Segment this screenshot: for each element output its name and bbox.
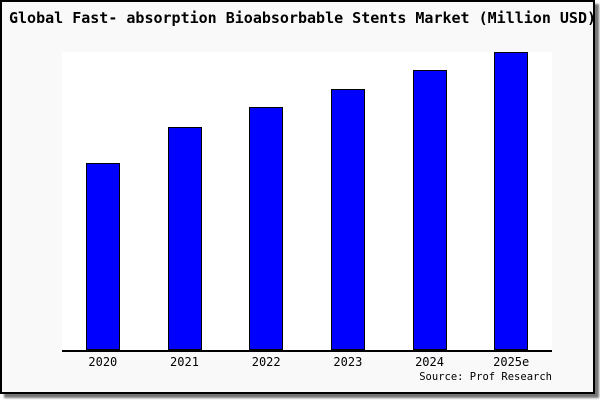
bar-slot <box>307 52 389 350</box>
x-tick-label-2020: 2020 <box>88 355 118 369</box>
chart-figure: Global Fast- absorption Bioabsorbable St… <box>0 0 596 394</box>
bar-2020 <box>85 163 120 350</box>
plot-area <box>62 52 552 352</box>
bar-2023 <box>330 88 365 350</box>
bar-2025e <box>494 52 529 350</box>
x-tick-label-2024: 2024 <box>415 355 444 369</box>
x-tick-label-2025e: 2025e <box>493 355 530 369</box>
bar-2024 <box>412 70 447 350</box>
bar-slot <box>225 52 307 350</box>
bar-slot <box>389 52 471 350</box>
x-tick-label-2023: 2023 <box>333 355 363 369</box>
source-note: Source: Prof Research <box>419 371 552 383</box>
bar-2021 <box>167 126 202 350</box>
bar-slot <box>62 52 144 350</box>
x-axis-labels: 2020 2021 2022 2023 2024 2025e <box>62 355 552 369</box>
chart-title: Global Fast- absorption Bioabsorbable St… <box>9 9 596 27</box>
x-tick-label-2022: 2022 <box>251 355 281 369</box>
x-tick-label-2021: 2021 <box>170 355 199 369</box>
bar-slot <box>144 52 226 350</box>
bars-container <box>62 52 552 350</box>
bar-slot <box>470 52 552 350</box>
bar-2022 <box>249 107 284 350</box>
